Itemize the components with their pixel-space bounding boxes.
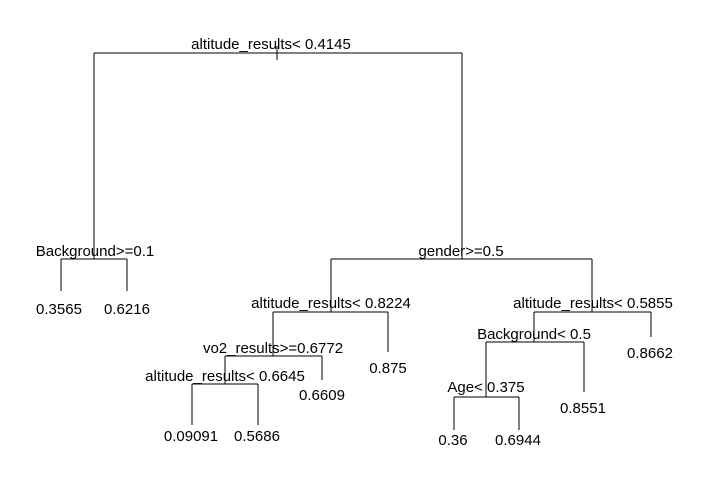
tree-edges (60, 46, 652, 430)
leaf-value-l6: 0.5686 (234, 428, 280, 445)
leaf-value-l10: 0.6944 (495, 432, 541, 449)
split-label-n1: altitude_results< 0.4145 (191, 36, 351, 53)
split-label-n2: Background>=0.1 (36, 243, 154, 260)
split-label-n6: vo2_results>=0.6772 (203, 340, 343, 357)
leaf-value-l2: 0.6216 (104, 301, 150, 318)
split-label-n7: altitude_results< 0.6645 (145, 368, 305, 385)
leaf-value-l5: 0.09091 (164, 428, 218, 445)
split-label-n9: Age< 0.375 (447, 379, 524, 396)
split-label-n3: gender>=0.5 (418, 243, 503, 260)
leaf-value-l1: 0.3565 (36, 301, 82, 318)
leaf-value-l8: 0.8551 (560, 400, 606, 417)
split-label-n8: Background< 0.5 (477, 326, 591, 343)
leaf-value-l7: 0.8662 (627, 345, 673, 362)
leaf-value-l4: 0.6609 (299, 387, 345, 404)
split-label-n4: altitude_results< 0.8224 (251, 295, 411, 312)
leaf-value-l3: 0.875 (369, 360, 407, 377)
leaf-value-l9: 0.36 (438, 432, 467, 449)
tree-labels: altitude_results< 0.4145 Background>=0.1 g… (36, 36, 673, 449)
split-label-n5: altitude_results< 0.5855 (513, 295, 673, 312)
